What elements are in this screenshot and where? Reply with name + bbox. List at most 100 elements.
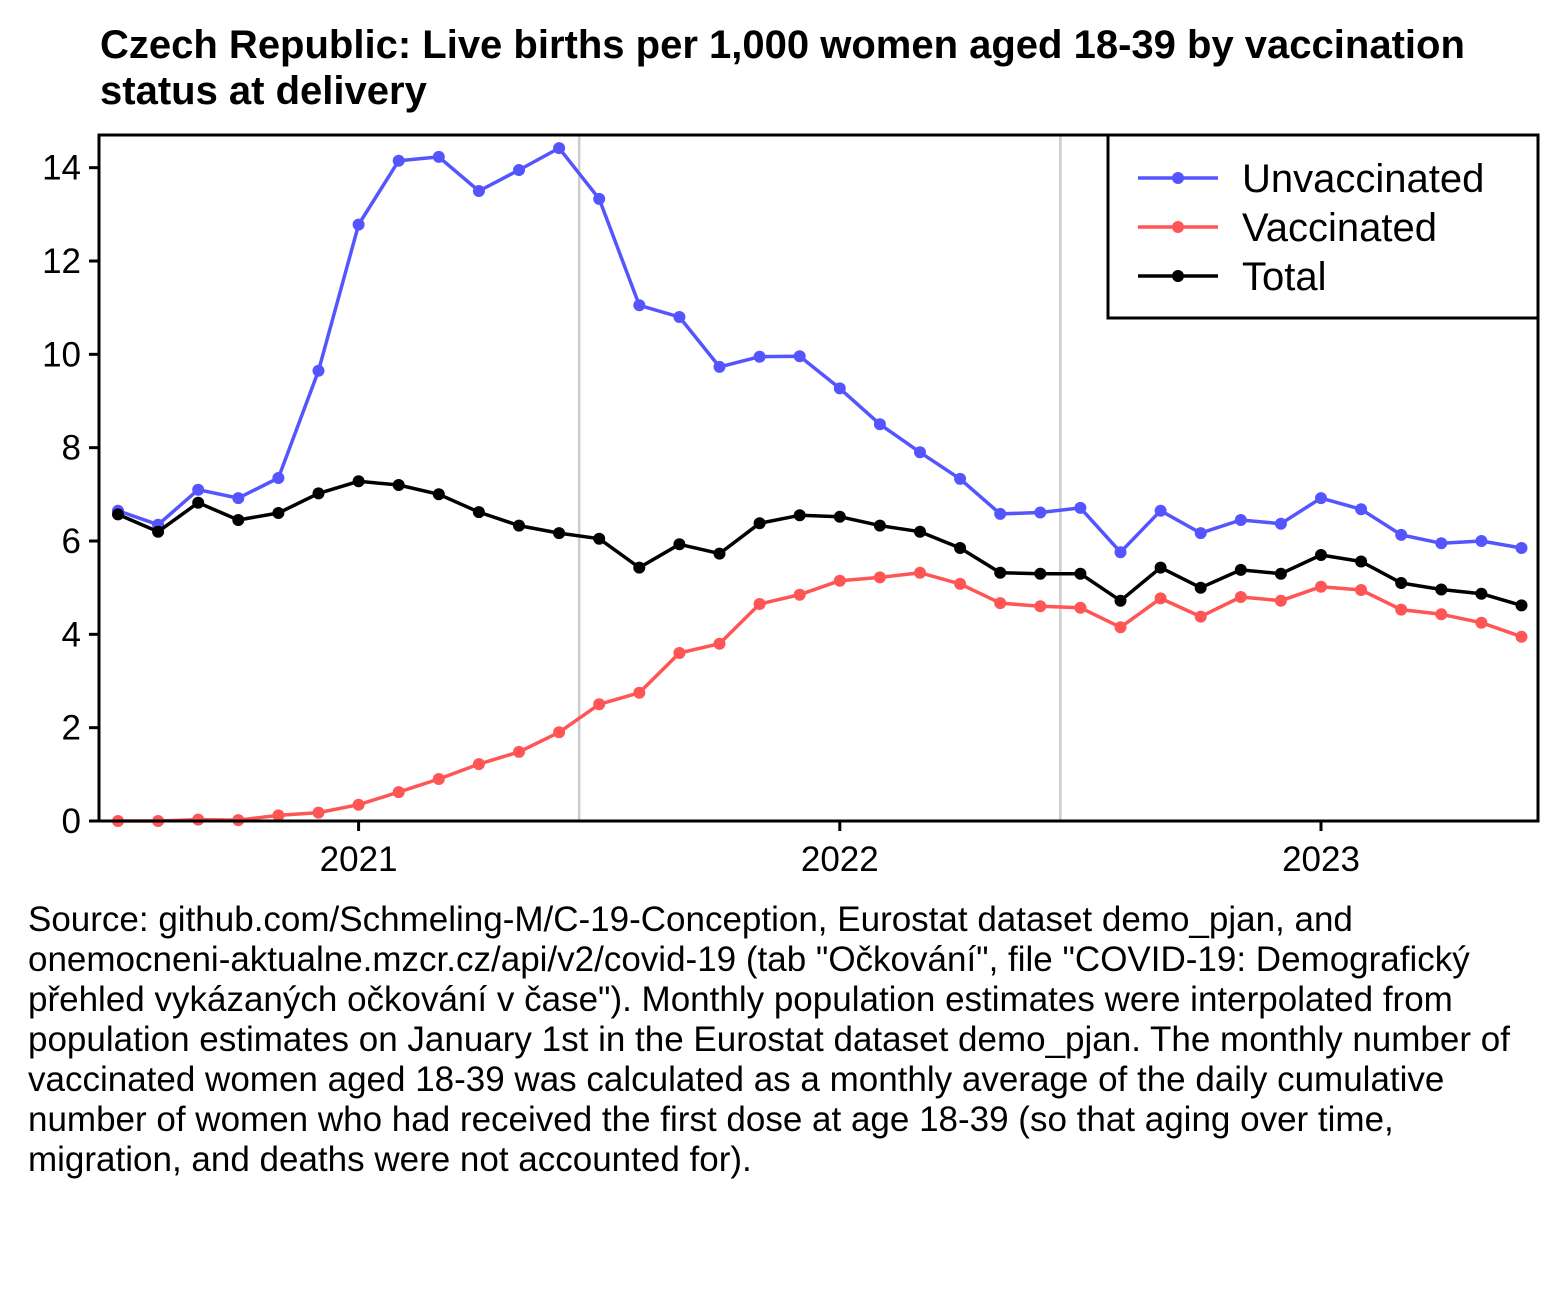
data-point-vaccinated <box>1034 600 1047 613</box>
data-point-total <box>232 514 245 526</box>
data-point-total <box>954 542 967 554</box>
data-point-total <box>833 510 846 523</box>
data-point-vaccinated <box>713 637 726 650</box>
data-point-unvaccinated <box>673 311 686 323</box>
data-point-vaccinated <box>1114 621 1127 634</box>
data-point-unvaccinated <box>914 446 926 459</box>
data-point-unvaccinated <box>593 192 606 205</box>
data-point-total <box>713 547 726 560</box>
data-point-vaccinated <box>352 798 365 811</box>
data-point-unvaccinated <box>1194 527 1207 540</box>
data-point-unvaccinated <box>713 360 726 373</box>
data-point-unvaccinated <box>392 154 405 167</box>
legend-label-vaccinated: Vaccinated <box>1242 206 1437 250</box>
data-point-total <box>1034 567 1047 580</box>
data-point-vaccinated <box>513 745 525 758</box>
data-point-vaccinated <box>793 588 806 601</box>
year-dividers <box>577 135 1062 821</box>
data-point-total <box>1274 567 1287 580</box>
data-point-unvaccinated <box>873 418 886 431</box>
data-point-vaccinated <box>1074 601 1087 614</box>
data-point-total <box>994 566 1007 579</box>
data-point-total <box>1114 594 1127 607</box>
data-point-vaccinated <box>1234 591 1247 603</box>
y-tick-label: 0 <box>62 802 81 841</box>
data-point-total <box>553 527 566 540</box>
data-point-vaccinated <box>1435 608 1448 621</box>
data-point-unvaccinated <box>312 364 325 377</box>
data-point-total <box>914 525 926 538</box>
data-point-total <box>873 519 886 532</box>
data-point-total <box>112 508 124 521</box>
data-point-total <box>1395 577 1408 589</box>
data-point-vaccinated <box>1395 603 1408 616</box>
legend-label-unvaccinated: Unvaccinated <box>1242 157 1484 201</box>
data-point-unvaccinated <box>1234 514 1247 526</box>
data-point-unvaccinated <box>1475 535 1488 547</box>
series-total <box>112 475 1528 612</box>
data-point-vaccinated <box>873 571 886 584</box>
data-point-total <box>633 561 646 574</box>
legend-marker-vaccinated <box>1172 221 1184 233</box>
y-tick-label: 8 <box>62 429 81 468</box>
data-point-unvaccinated <box>1154 504 1167 517</box>
data-point-unvaccinated <box>994 507 1007 520</box>
data-point-total <box>1074 567 1087 580</box>
y-tick-label: 4 <box>62 615 81 654</box>
data-point-vaccinated <box>994 597 1007 610</box>
data-point-total <box>432 488 445 501</box>
legend-marker-unvaccinated <box>1172 172 1184 184</box>
data-point-total <box>1435 583 1448 596</box>
data-point-total <box>673 538 686 551</box>
data-point-unvaccinated <box>1074 501 1087 514</box>
data-point-total <box>1315 549 1327 561</box>
data-point-total <box>1194 581 1207 594</box>
data-point-unvaccinated <box>472 185 485 197</box>
series-unvaccinated <box>112 142 1528 559</box>
data-point-total <box>352 475 365 488</box>
data-point-unvaccinated <box>192 483 205 496</box>
data-point-total <box>152 525 165 538</box>
data-point-total <box>312 487 325 500</box>
legend: Unvaccinated Vaccinated Total <box>1106 133 1540 320</box>
data-point-total <box>392 479 405 491</box>
series-layer <box>112 142 1528 827</box>
y-tick-label: 2 <box>62 709 81 748</box>
x-axis: 2021 2022 2023 <box>320 821 1360 879</box>
data-point-vaccinated <box>312 806 325 819</box>
data-point-unvaccinated <box>432 150 445 163</box>
data-point-unvaccinated <box>1355 503 1368 516</box>
data-point-total <box>753 517 766 530</box>
data-point-unvaccinated <box>513 164 525 176</box>
data-point-total <box>1355 555 1368 568</box>
data-point-unvaccinated <box>1034 506 1047 519</box>
data-point-unvaccinated <box>232 492 245 505</box>
data-point-total <box>192 496 205 509</box>
data-point-vaccinated <box>472 758 485 771</box>
x-tick-label: 2022 <box>801 840 879 879</box>
data-point-vaccinated <box>1154 592 1167 605</box>
data-point-vaccinated <box>432 773 445 785</box>
series-line-vaccinated <box>118 570 1523 823</box>
line-chart: 0 2 4 6 8 10 12 14 2021 2022 2023 Unvaccinated Vac… <box>42 133 1540 879</box>
data-point-unvaccinated <box>633 299 646 312</box>
data-point-unvaccinated <box>1515 542 1528 554</box>
data-point-unvaccinated <box>352 218 365 231</box>
data-point-vaccinated <box>633 686 646 699</box>
data-point-vaccinated <box>1355 584 1368 596</box>
series-line-total <box>117 479 1522 608</box>
data-point-unvaccinated <box>272 472 285 484</box>
y-tick-label: 6 <box>62 522 81 561</box>
data-point-unvaccinated <box>753 350 766 363</box>
plot-frame <box>97 133 1540 823</box>
x-tick-label: 2023 <box>1282 840 1360 879</box>
data-point-unvaccinated <box>1114 546 1127 559</box>
data-point-unvaccinated <box>1395 528 1408 541</box>
data-point-vaccinated <box>914 566 926 579</box>
data-point-unvaccinated <box>833 382 846 395</box>
data-point-vaccinated <box>833 574 846 587</box>
legend-marker-total <box>1172 270 1184 282</box>
data-point-vaccinated <box>593 698 606 711</box>
data-point-unvaccinated <box>793 350 806 363</box>
data-point-vaccinated <box>1274 594 1287 607</box>
